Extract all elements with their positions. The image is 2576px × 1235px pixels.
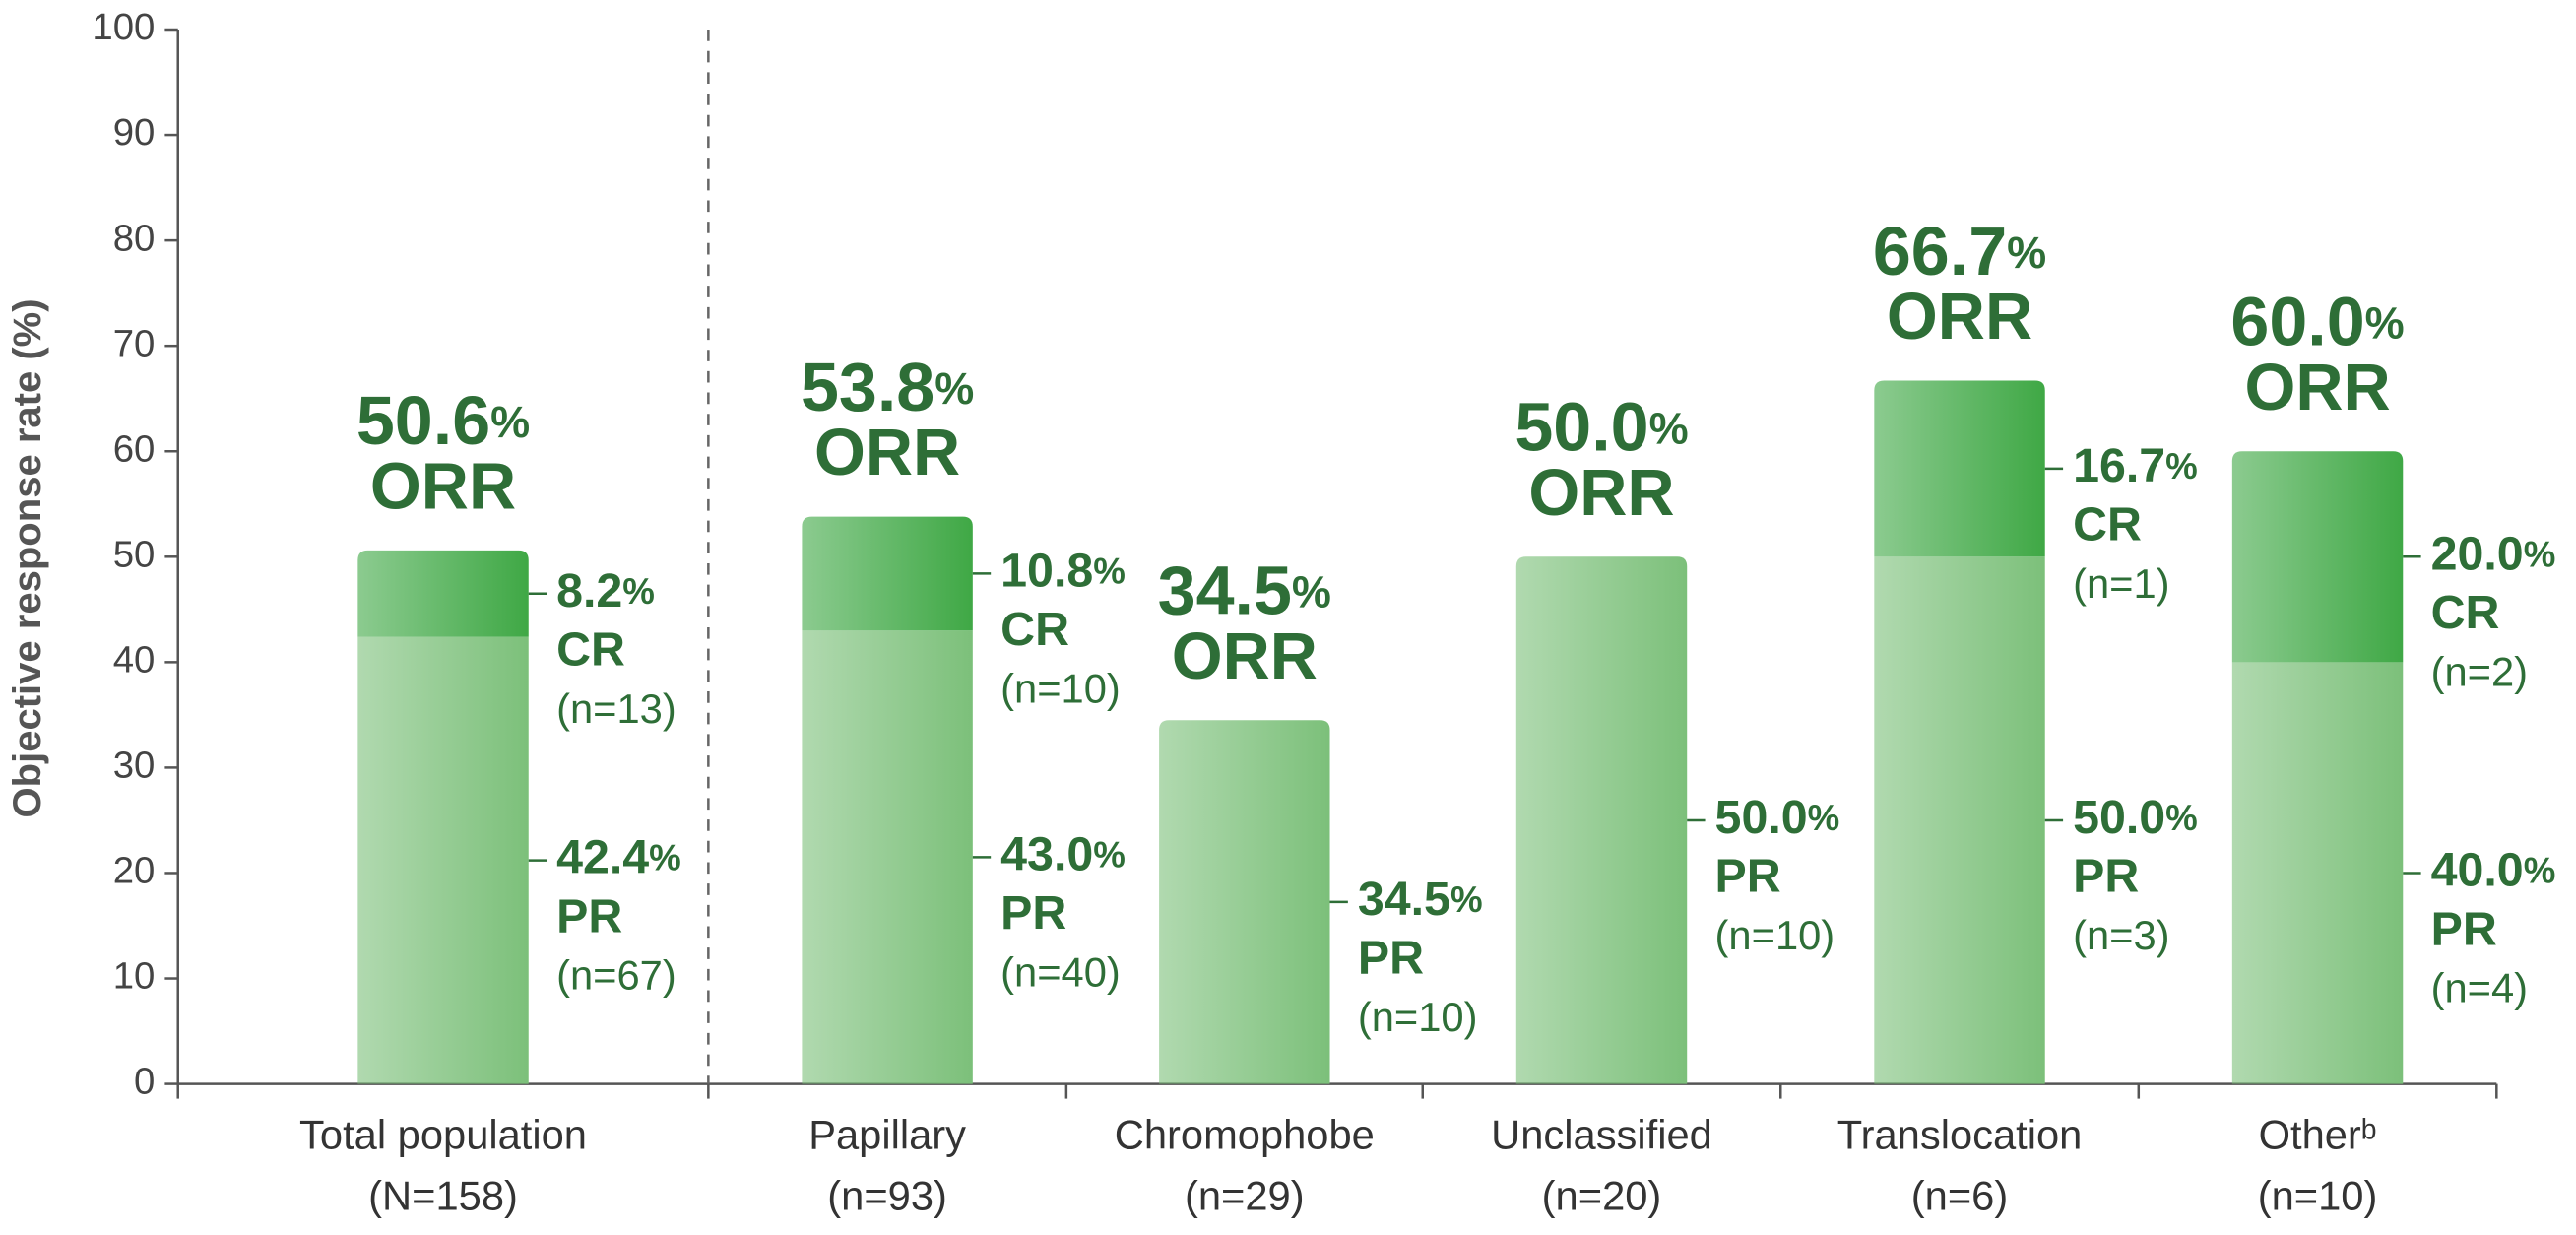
segment-value-label: 50.0% [1715,791,1840,844]
segment-count: (n=4) [2431,965,2528,1011]
x-tick-label: Chromophobe [1115,1112,1375,1158]
bar-segment [1515,556,1688,1084]
segment-value-label: 42.4% [556,830,681,883]
segment-name: PR [1358,932,1424,985]
x-tick-label: Translocation [1837,1112,2083,1158]
segment-name: PR [1715,850,1781,903]
x-tick-label: Papillary [808,1112,966,1158]
y-tick-label: 70 [113,322,156,364]
segment-name: PR [2431,902,2497,955]
segment-count: (n=40) [1000,948,1121,995]
y-tick-label: 10 [113,955,156,998]
x-tick-label: Total population [299,1112,587,1158]
orr-value-label: 53.8% [801,348,974,424]
segment-count: (n=13) [556,685,676,732]
bar-segment [2231,662,2404,1084]
orr-value-label: 50.0% [1514,388,1688,465]
orr-value-label: 66.7% [1873,212,2046,289]
segment-name: CR [1000,603,1069,656]
segment-name: PR [2073,850,2139,903]
y-tick-label: 100 [92,6,155,48]
orr-name: ORR [1887,281,2032,354]
orr-name: ORR [1172,620,1318,693]
orr-name: ORR [1528,457,1674,530]
segment-count: (n=67) [556,952,676,999]
x-tick-count: (n=20) [1542,1172,1662,1218]
x-tick-label: Unclassified [1491,1112,1712,1158]
y-tick-label: 0 [134,1061,155,1103]
bar-segment [802,516,973,631]
x-tick-count: (N=158) [368,1172,518,1218]
orr-value-label: 60.0% [2230,283,2404,359]
segment-value-label: 34.5% [1358,873,1483,926]
orr-value-label: 34.5% [1158,552,1331,628]
segment-value-label: 8.2% [556,564,655,618]
x-tick-count: (n=6) [1911,1172,2008,1218]
segment-value-label: 40.0% [2431,843,2556,896]
segment-count: (n=10) [1000,666,1121,712]
bar-segment [357,550,529,637]
orr-name: ORR [2244,352,2390,424]
bar-segment [2231,451,2404,663]
segment-count: (n=2) [2431,648,2528,694]
y-tick-label: 90 [113,111,156,154]
segment-value-label: 43.0% [1000,827,1126,880]
orr-name: ORR [814,417,960,489]
y-tick-label: 20 [113,850,156,892]
bar-segment [1874,556,2045,1084]
y-tick-label: 60 [113,427,156,470]
segment-value-label: 50.0% [2073,791,2198,844]
segment-name: PR [1000,886,1066,940]
orr-name: ORR [370,450,516,523]
bar-segment [1159,720,1330,1084]
x-tick-count: (n=93) [827,1172,947,1218]
segment-count: (n=10) [1358,994,1478,1040]
segment-count: (n=1) [2073,560,2169,607]
segment-name: CR [556,623,625,677]
segment-name: CR [2073,498,2142,552]
bar-segment [802,630,973,1084]
segment-name: PR [556,889,622,942]
y-tick-label: 40 [113,638,156,681]
y-axis-label: Objective response rate (%) [6,298,49,817]
y-tick-label: 30 [113,745,156,787]
x-tick-label: Otherᵇ [2259,1112,2377,1158]
segment-value-label: 20.0% [2431,527,2556,580]
segment-value-label: 16.7% [2073,439,2198,492]
x-tick-count: (n=29) [1185,1172,1305,1218]
segment-count: (n=10) [1715,912,1835,958]
bar-segment [357,636,529,1084]
x-tick-count: (n=10) [2258,1172,2378,1218]
orr-value-label: 50.6% [356,382,530,459]
bar-segment [1874,380,2045,557]
y-tick-label: 80 [113,217,156,259]
segment-name: CR [2431,586,2500,639]
y-tick-label: 50 [113,533,156,575]
segment-count: (n=3) [2073,912,2169,958]
segment-value-label: 10.8% [1000,544,1126,597]
